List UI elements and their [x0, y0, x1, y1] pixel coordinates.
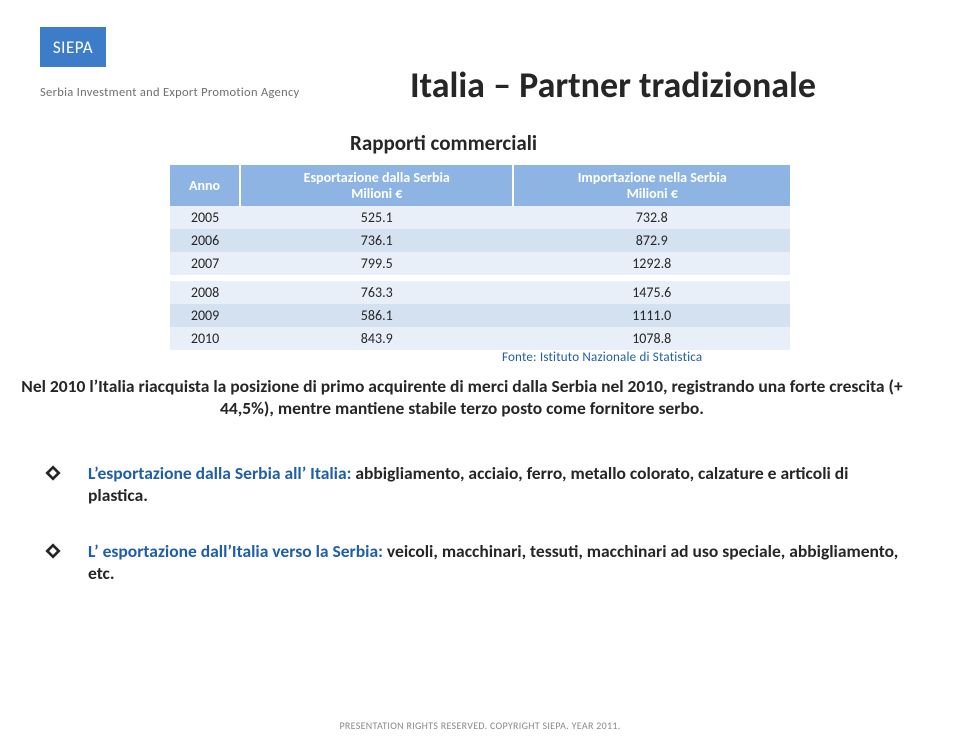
table-row: 2007799.51292.8 — [170, 252, 790, 275]
table-cell: 843.9 — [240, 327, 513, 350]
bullet-text: L’esportazione dalla Serbia all’ Italia:… — [88, 462, 905, 507]
table-header-cell: Importazione nella SerbiaMilioni € — [513, 165, 790, 206]
brand-logo: SIEPA — [40, 27, 106, 67]
table-row: 2005525.1732.8 — [170, 206, 790, 229]
table-header-label: Esportazione dalla SerbiaMilioni € — [304, 169, 450, 202]
bullet-text: L’ esportazione dall’Italia verso la Ser… — [88, 540, 905, 585]
bullet-lead: L’esportazione dalla Serbia all’ Italia: — [88, 462, 355, 484]
table-cell: 1475.6 — [513, 281, 790, 304]
table-row: 2008763.31475.6 — [170, 281, 790, 304]
table-cell: 1111.0 — [513, 304, 790, 327]
table-cell: 1292.8 — [513, 252, 790, 275]
brand-logo-text: SIEPA — [53, 37, 93, 58]
table-cell: 2010 — [170, 327, 240, 350]
bullet-lead: L’ esportazione dall’Italia verso la Ser… — [88, 540, 387, 562]
agency-line: Serbia Investment and Export Promotion A… — [40, 85, 300, 100]
table-header-row: Anno Esportazione dalla SerbiaMilioni € … — [170, 165, 790, 206]
table-header-cell: Anno — [170, 165, 240, 206]
table-cell: 586.1 — [240, 304, 513, 327]
footer-copyright: PRESENTATION RIGHTS RESERVED. COPYRIGHT … — [0, 719, 960, 732]
table-row: 2006736.1872.9 — [170, 229, 790, 252]
table-row: 2009586.11111.0 — [170, 304, 790, 327]
page-title: Italia – Partner tradizionale — [410, 63, 816, 107]
diamond-bullet-icon — [44, 464, 62, 482]
table-header-cell: Esportazione dalla SerbiaMilioni € — [240, 165, 513, 206]
table-cell: 2007 — [170, 252, 240, 275]
table-cell: 1078.8 — [513, 327, 790, 350]
summary-paragraph: Nel 2010 l’Italia riacquista la posizion… — [4, 376, 920, 420]
table-cell: 2005 — [170, 206, 240, 229]
table-cell: 2009 — [170, 304, 240, 327]
data-table: Anno Esportazione dalla SerbiaMilioni € … — [170, 165, 790, 350]
table-cell: 872.9 — [513, 229, 790, 252]
slide: SIEPA Serbia Investment and Export Promo… — [0, 0, 960, 755]
bullet-item: L’esportazione dalla Serbia all’ Italia:… — [44, 462, 905, 507]
table-cell: 736.1 — [240, 229, 513, 252]
table-cell: 799.5 — [240, 252, 513, 275]
subtitle: Rapporti commerciali — [350, 130, 537, 156]
bullet-item: L’ esportazione dall’Italia verso la Ser… — [44, 540, 905, 585]
table-cell: 763.3 — [240, 281, 513, 304]
table-header-label: Anno — [189, 177, 220, 194]
table-cell: 732.8 — [513, 206, 790, 229]
table-header-label: Importazione nella SerbiaMilioni € — [578, 169, 727, 202]
source-note: Fonte: Istituto Nazionale di Statistica — [502, 350, 702, 365]
table-row: 2010843.91078.8 — [170, 327, 790, 350]
table-cell: 2006 — [170, 229, 240, 252]
table-cell: 2008 — [170, 281, 240, 304]
table-cell: 525.1 — [240, 206, 513, 229]
diamond-bullet-icon — [44, 542, 62, 560]
